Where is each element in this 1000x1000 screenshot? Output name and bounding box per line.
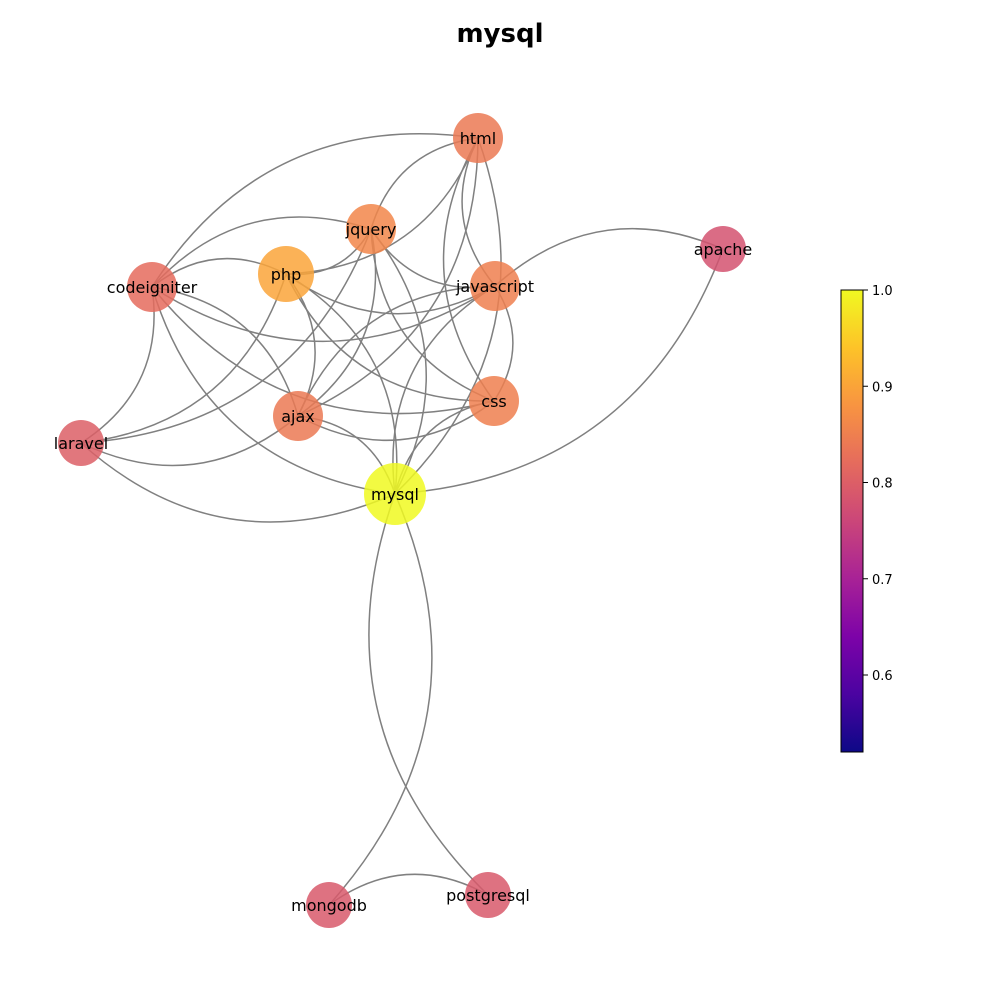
node-label-mongodb: mongodb: [291, 896, 367, 915]
colorbar-tick-label-0.6: 0.6: [872, 669, 893, 684]
edge-jquery-laravel: [80, 228, 372, 444]
edge-apache-mysql: [394, 248, 724, 495]
edge-html-ajax: [297, 137, 479, 417]
edge-html-mysql: [394, 137, 502, 495]
edge-jquery-codeigniter: [151, 216, 372, 288]
node-postgresql: postgresql: [446, 872, 530, 918]
edge-jquery-mysql: [370, 228, 427, 495]
node-layer: html jquery apache codeigniter php javascript…: [54, 113, 752, 928]
colorbar-gradient: [840, 289, 864, 753]
node-label-postgresql: postgresql: [446, 886, 530, 905]
node-jquery: jquery: [345, 204, 397, 254]
colorbar: 0.6 0.7 0.8 0.9 1.0: [840, 284, 893, 753]
edge-javascript-ajax: [297, 285, 496, 417]
node-label-laravel: laravel: [54, 434, 108, 453]
node-circle-mongodb: [306, 882, 352, 928]
edge-jquery-css: [370, 228, 495, 402]
colorbar-tick-label-0.7: 0.7: [872, 573, 893, 588]
node-ajax: ajax: [273, 391, 323, 441]
edge-codeigniter-mysql: [151, 286, 396, 495]
colorbar-ticks: 0.6 0.7 0.8 0.9 1.0: [863, 284, 893, 684]
node-mysql: mysql: [364, 463, 426, 525]
node-circle-mysql: [364, 463, 426, 525]
edge-php-laravel: [80, 273, 287, 444]
edge-javascript-codeigniter: [151, 285, 496, 343]
edge-html-codeigniter: [151, 132, 479, 288]
edge-apache-javascript: [494, 227, 724, 287]
node-label-php: php: [271, 265, 301, 284]
node-mongodb: mongodb: [291, 882, 367, 928]
node-label-jquery: jquery: [345, 220, 397, 239]
colorbar-tick-label-0.9: 0.9: [872, 380, 893, 395]
node-css: css: [469, 376, 519, 426]
node-label-mysql: mysql: [371, 485, 419, 504]
edge-php-css: [285, 273, 495, 402]
node-php: php: [258, 246, 314, 302]
chart-title: mysql: [456, 19, 543, 49]
node-circle-javascript: [470, 261, 520, 311]
node-apache: apache: [694, 226, 753, 272]
node-circle-jquery: [346, 204, 396, 254]
node-circle-apache: [700, 226, 746, 272]
edge-php-mysql: [285, 273, 398, 495]
node-codeigniter: codeigniter: [107, 262, 198, 312]
edge-html-css: [442, 137, 495, 402]
colorbar-tick-label-1.0: 1.0: [872, 284, 893, 299]
edge-codeigniter-laravel: [80, 286, 155, 444]
node-label-ajax: ajax: [281, 407, 315, 426]
edge-ajax-codeigniter: [151, 286, 299, 417]
edge-ajax-laravel: [80, 415, 299, 467]
node-label-html: html: [460, 129, 496, 148]
node-label-apache: apache: [694, 240, 753, 259]
node-circle-html: [453, 113, 503, 163]
edge-javascript-mysql: [392, 285, 496, 495]
edge-jquery-ajax: [297, 228, 377, 417]
node-label-css: css: [481, 392, 506, 411]
node-circle-laravel: [58, 420, 104, 466]
node-javascript: javascript: [455, 261, 534, 311]
edge-mysql-mongodb: [328, 493, 433, 906]
node-circle-css: [469, 376, 519, 426]
edge-html-php: [285, 137, 479, 275]
edge-mysql-postgresql: [368, 493, 489, 896]
edge-laravel-mysql: [80, 442, 396, 523]
node-circle-ajax: [273, 391, 323, 441]
edge-ajax-css: [297, 400, 495, 441]
node-label-javascript: javascript: [455, 277, 534, 296]
node-html: html: [453, 113, 503, 163]
node-circle-codeigniter: [127, 262, 177, 312]
node-circle-postgresql: [465, 872, 511, 918]
node-label-codeigniter: codeigniter: [107, 278, 198, 297]
node-laravel: laravel: [54, 420, 108, 466]
node-circle-php: [258, 246, 314, 302]
colorbar-tick-label-0.8: 0.8: [872, 477, 893, 492]
